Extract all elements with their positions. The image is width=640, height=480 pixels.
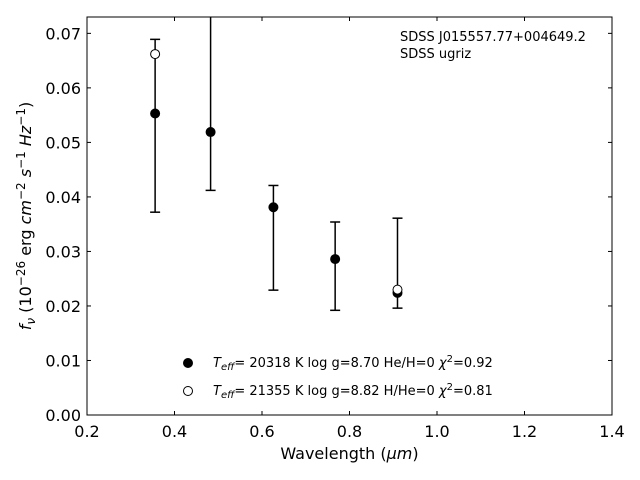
object-name-annotation: SDSS J015557.77+004649.2 <box>400 30 586 45</box>
x-tick-label: 0.8 <box>337 422 362 441</box>
y-tick-label: 0.04 <box>45 188 81 207</box>
y-tick-label: 0.03 <box>45 242 81 261</box>
y-tick-label: 0.05 <box>45 133 81 152</box>
data-points <box>150 49 403 298</box>
x-tick-label: 0.2 <box>74 422 99 441</box>
y-axis-ticks: 0.00 0.01 0.02 0.03 0.04 0.05 0.06 0.07 <box>45 24 612 425</box>
survey-annotation: SDSS ugriz <box>400 47 471 62</box>
legend-marker-filled <box>183 358 193 368</box>
y-tick-label: 0.06 <box>45 79 81 98</box>
x-tick-label: 1.4 <box>599 422 624 441</box>
y-tick-label: 0.02 <box>45 297 81 316</box>
model-point-filled <box>150 108 161 119</box>
model-point-open <box>392 284 403 295</box>
y-tick-label: 0.01 <box>45 351 81 370</box>
y-tick-label: 0.07 <box>45 24 81 43</box>
y-axis-label: fν (10−26 erg cm−2 s−1 Hz−1) <box>14 102 38 331</box>
legend-entry: Teff= 20318 K log g=8.70 He/H=0 χ2=0.92 <box>213 354 493 373</box>
x-axis-ticks: 0.2 0.4 0.6 0.8 1.0 1.2 1.4 <box>74 17 625 441</box>
x-tick-label: 0.6 <box>249 422 274 441</box>
model-point-filled <box>330 254 341 265</box>
legend-marker-open <box>183 386 193 396</box>
x-tick-label: 0.4 <box>162 422 187 441</box>
model-point-open <box>150 49 161 60</box>
x-tick-label: 1.0 <box>424 422 449 441</box>
x-tick-label: 1.2 <box>512 422 537 441</box>
x-axis-label: Wavelength (μm) <box>280 444 418 463</box>
legend-entry: Teff= 21355 K log g=8.82 H/He=0 χ2=0.81 <box>213 382 493 401</box>
legend: Teff= 20318 K log g=8.70 He/H=0 χ2=0.92 T… <box>183 354 493 401</box>
model-point-filled <box>205 127 216 138</box>
model-point-filled <box>268 202 279 213</box>
y-tick-label: 0.00 <box>45 406 81 425</box>
